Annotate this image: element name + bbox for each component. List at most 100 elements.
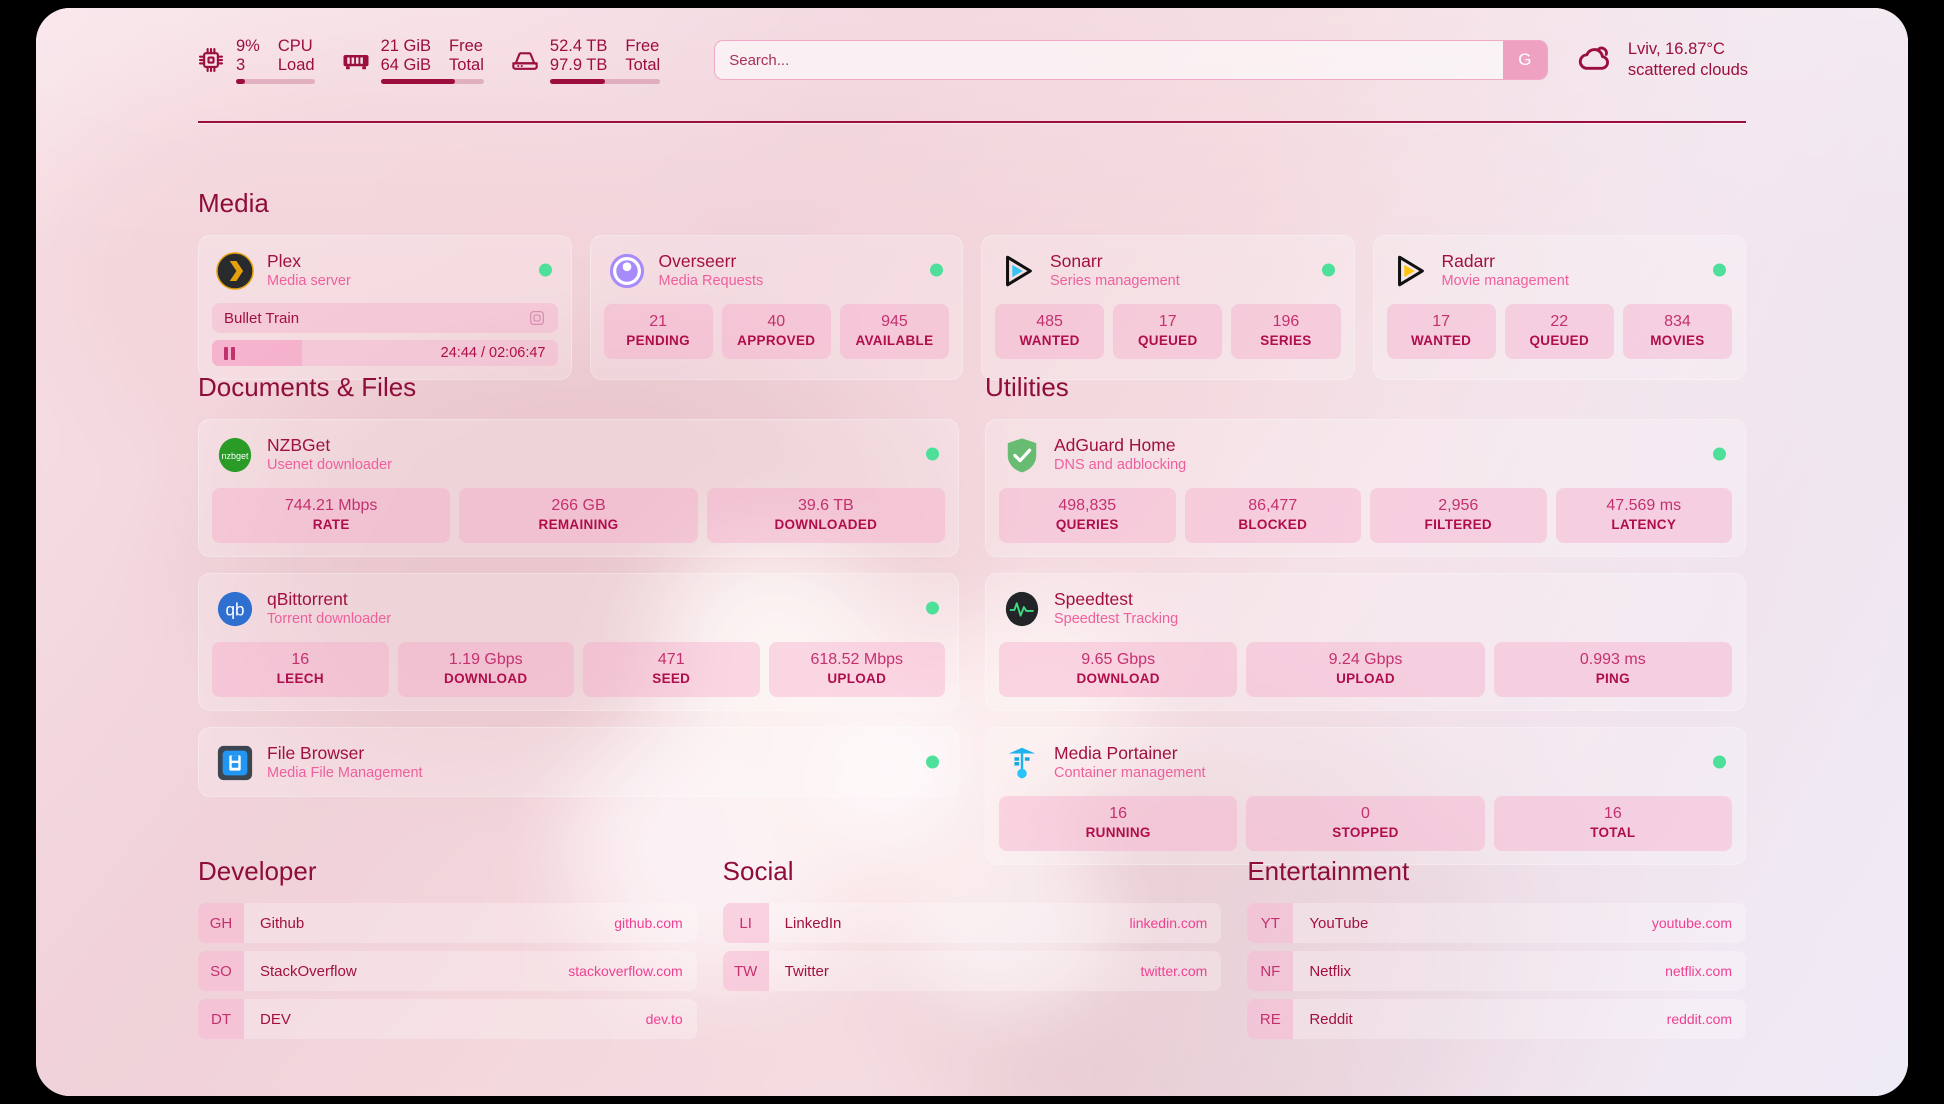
- stat-label: PING: [1595, 671, 1630, 686]
- filebrowser-icon: [216, 744, 254, 782]
- search-box[interactable]: G: [714, 40, 1548, 80]
- search-input[interactable]: [715, 41, 1503, 79]
- app-card-radarr[interactable]: Radarr Movie management 17 WANTED 22 QUEUED 83…: [1372, 235, 1746, 380]
- app-card-plex[interactable]: Plex Media server Bullet Train 24:44 / 02:0…: [198, 235, 572, 380]
- app-name: Radarr: [1441, 251, 1496, 271]
- bookmark-url: youtube.com: [1651, 915, 1733, 931]
- stat-tile[interactable]: 9.65 Gbps DOWNLOAD: [999, 642, 1238, 697]
- cloud-icon: [1576, 39, 1614, 82]
- bookmark-name: Github: [260, 914, 305, 932]
- status-badge: [930, 263, 943, 277]
- bookmark-name: LinkedIn: [784, 914, 842, 932]
- bookmark-item[interactable]: DT DEV dev.to: [198, 999, 697, 1039]
- stat-tile[interactable]: 485 WANTED: [995, 304, 1105, 359]
- stat-row: 498,835 QUERIES 86,477 BLOCKED 2,956 FILTERED…: [999, 488, 1732, 543]
- bookmark-item[interactable]: SO StackOverflow stackoverflow.com: [198, 951, 697, 991]
- stat-tile[interactable]: 196 SERIES: [1231, 304, 1341, 359]
- bookmark-name: StackOverflow: [260, 962, 357, 980]
- bookmark-item[interactable]: GH Github github.com: [198, 903, 697, 943]
- stat-tile[interactable]: 39.6 TB DOWNLOADED: [706, 488, 945, 543]
- app-card-qbittorrent[interactable]: qb qBittorrent Torrent downloader 16 LEECH 1.…: [198, 573, 959, 711]
- now-playing-bar[interactable]: Bullet Train: [212, 303, 558, 333]
- app-card-speedtest[interactable]: Speedtest Speedtest Tracking 9.65 Gbps DOWN…: [985, 573, 1746, 711]
- stat-label: MOVIES: [1650, 333, 1705, 348]
- stat-tile[interactable]: 744.21 Mbps RATE: [212, 488, 451, 543]
- stat-tile[interactable]: 17 WANTED: [1386, 304, 1496, 359]
- stat-tile[interactable]: 21 PENDING: [603, 304, 713, 359]
- app-card-file-browser[interactable]: File Browser Media File Management: [198, 727, 959, 797]
- stat-label: UPLOAD: [1336, 671, 1395, 686]
- svg-text:qb: qb: [225, 601, 244, 620]
- bookmark-item[interactable]: YT YouTube youtube.com: [1247, 903, 1747, 943]
- stat-value: 22: [1550, 313, 1569, 330]
- app-card-sonarr[interactable]: Sonarr Series management 485 WANTED 17 QUEUED…: [981, 235, 1355, 380]
- stat-tile[interactable]: 16 TOTAL: [1493, 796, 1732, 851]
- stat-value: 16: [1109, 805, 1128, 822]
- utilities-column: Utilities AdGuard Home DNS and adblocking…: [985, 372, 1746, 865]
- background-gradient-overlay: [36, 8, 1908, 1096]
- stat-tile[interactable]: 16 RUNNING: [999, 796, 1238, 851]
- utilities-app-list: AdGuard Home DNS and adblocking 498,835 QUE…: [985, 419, 1746, 865]
- cast-icon[interactable]: [528, 309, 546, 327]
- stat-tile[interactable]: 40 APPROVED: [721, 304, 831, 359]
- bookmark-item[interactable]: NF Netflix netflix.com: [1247, 951, 1747, 991]
- pause-icon[interactable]: [224, 346, 235, 360]
- bookmark-abbr: SO: [198, 951, 244, 991]
- status-badge: [926, 447, 939, 461]
- stat-tile[interactable]: 9.24 Gbps UPLOAD: [1246, 642, 1485, 697]
- playback-progress-bar[interactable]: 24:44 / 02:06:47: [212, 340, 558, 366]
- stat-tile[interactable]: 2,956 FILTERED: [1370, 488, 1547, 543]
- resource-values: 21 GiB 64 GiB: [381, 37, 431, 75]
- bookmark-url: linkedin.com: [1129, 915, 1208, 931]
- app-subtitle: DNS and adblocking: [1054, 457, 1187, 473]
- weather-widget: Lviv, 16.87°C scattered clouds: [1576, 39, 1748, 82]
- bookmark-item[interactable]: LI LinkedIn linkedin.com: [722, 903, 1222, 943]
- stat-tile[interactable]: 0.993 ms PING: [1493, 642, 1732, 697]
- bookmark-url: netflix.com: [1665, 963, 1733, 979]
- app-card-nzbget[interactable]: nzbget NZBGet Usenet downloader 744.21 Mbps…: [198, 419, 959, 557]
- stat-value: 9.65 Gbps: [1081, 651, 1156, 668]
- stat-tile[interactable]: 86,477 BLOCKED: [1184, 488, 1361, 543]
- stat-row: 9.65 Gbps DOWNLOAD 9.24 Gbps UPLOAD 0.993 ms…: [999, 642, 1732, 697]
- cpu-icon: [196, 45, 226, 75]
- stat-tile[interactable]: 471 SEED: [583, 642, 760, 697]
- bookmark-abbr: LI: [722, 903, 769, 943]
- app-card-overseerr[interactable]: Overseerr Media Requests 21 PENDING 40 APPROV…: [589, 235, 963, 380]
- search-submit-button[interactable]: G: [1502, 41, 1547, 79]
- app-card-media-portainer[interactable]: Media Portainer Container management 16 RUN…: [985, 727, 1746, 865]
- bookmark-name: DEV: [260, 1010, 291, 1028]
- stat-label: REMAINING: [538, 517, 619, 532]
- app-card-adguard-home[interactable]: AdGuard Home DNS and adblocking 498,835 QUE…: [985, 419, 1746, 557]
- stat-label: AVAILABLE: [855, 333, 934, 348]
- stat-tile[interactable]: 834 MOVIES: [1622, 304, 1733, 359]
- stat-tile[interactable]: 22 QUEUED: [1504, 304, 1614, 359]
- stat-tile[interactable]: 47.569 ms LATENCY: [1555, 488, 1732, 543]
- bookmark-url: github.com: [614, 915, 683, 931]
- stat-tile[interactable]: 498,835 QUERIES: [999, 488, 1176, 543]
- bookmark-item[interactable]: RE Reddit reddit.com: [1247, 999, 1747, 1039]
- stat-tile[interactable]: 1.19 Gbps DOWNLOAD: [397, 642, 574, 697]
- bookmark-url: stackoverflow.com: [568, 963, 683, 979]
- stat-label: LATENCY: [1611, 517, 1677, 532]
- stat-tile[interactable]: 17 QUEUED: [1113, 304, 1223, 359]
- stat-tile[interactable]: 945 AVAILABLE: [839, 304, 950, 359]
- bookmark-url: dev.to: [645, 1011, 683, 1027]
- stat-tile[interactable]: 618.52 Mbps UPLOAD: [768, 642, 945, 697]
- resource-value-secondary: 97.9 TB: [549, 55, 608, 74]
- resource-widgets: 9% 3 CPU Load 21 GiB 64 GiB Free Total 52.4 TB 97…: [196, 37, 686, 84]
- documents-column: Documents & Files nzbget NZBGet Usenet dow…: [198, 372, 959, 865]
- app-subtitle: Usenet downloader: [267, 457, 392, 473]
- status-badge: [1713, 755, 1726, 769]
- bookmark-item[interactable]: TW Twitter twitter.com: [722, 951, 1222, 991]
- app-name: qBittorrent: [267, 589, 348, 609]
- stat-tile[interactable]: 0 STOPPED: [1246, 796, 1485, 851]
- resource-progress-bar: [236, 78, 315, 84]
- stat-value: 17: [1432, 313, 1450, 330]
- app-subtitle: Movie management: [1441, 273, 1569, 289]
- stat-label: WANTED: [1410, 333, 1472, 348]
- stat-label: FILTERED: [1424, 517, 1492, 532]
- now-playing-title: Bullet Train: [224, 309, 300, 327]
- stat-tile[interactable]: 266 GB REMAINING: [459, 488, 698, 543]
- stat-value: 471: [657, 651, 685, 668]
- stat-tile[interactable]: 16 LEECH: [212, 642, 389, 697]
